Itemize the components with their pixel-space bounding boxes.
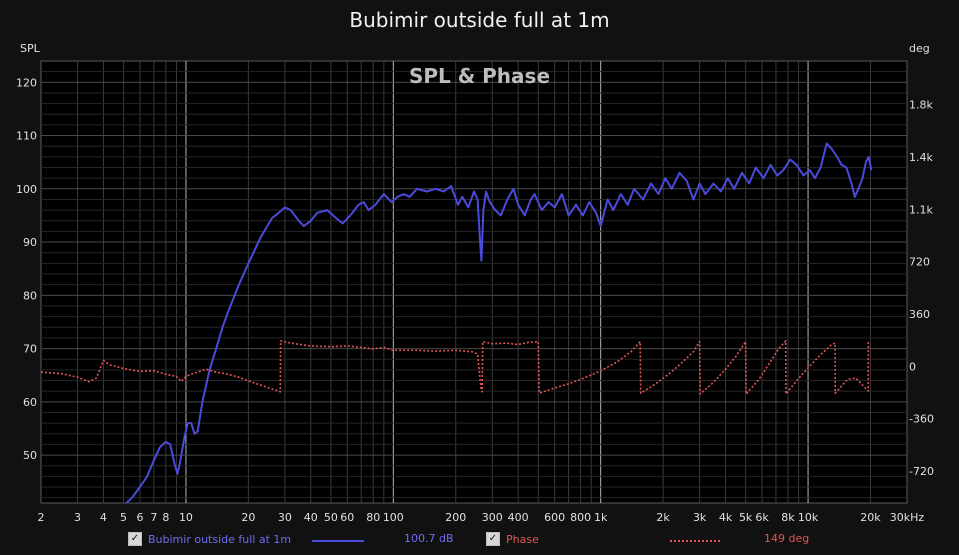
- plot-area: [40, 60, 908, 504]
- y-tick-label: 120: [16, 76, 37, 89]
- x-tick-label: 3k: [693, 511, 707, 524]
- y2-tick-label: 1.8k: [909, 99, 933, 112]
- y2-tick-label: 360: [909, 308, 930, 321]
- legend: ✓ Bubimir outside full at 1m 100.7 dB ✓ …: [0, 532, 959, 550]
- y2-tick-label: 1.1k: [909, 203, 933, 216]
- y-tick-label: 70: [23, 343, 37, 356]
- chart-title: Bubimir outside full at 1m: [349, 8, 610, 32]
- x-tick-label: 50: [324, 511, 338, 524]
- y2-tick-label: -360: [909, 413, 934, 426]
- x-tick-label: 80: [366, 511, 380, 524]
- x-tick-label: 30kHz: [890, 511, 925, 524]
- legend-phase-name: Phase: [506, 532, 539, 546]
- legend-spl-name: Bubimir outside full at 1m: [148, 532, 292, 546]
- x-tick-label: 2k: [656, 511, 670, 524]
- x-tick-label: 4k: [719, 511, 733, 524]
- phase-visibility-checkbox[interactable]: ✓: [486, 532, 500, 546]
- x-tick-label: 10: [179, 511, 193, 524]
- x-tick-label: 2: [38, 511, 45, 524]
- x-tick-label: 800: [570, 511, 591, 524]
- legend-item-spl[interactable]: ✓ Bubimir outside full at 1m: [128, 532, 291, 546]
- y2-tick-label: 0: [909, 360, 916, 373]
- phase-curve: [41, 340, 870, 395]
- x-tick-label: 8k: [781, 511, 795, 524]
- y2-tick-label: -720: [909, 465, 934, 478]
- y-axis-label: SPL: [20, 42, 40, 55]
- x-tick-label: 20k: [860, 511, 881, 524]
- x-tick-label: 40: [304, 511, 318, 524]
- legend-phase-swatch: [670, 540, 720, 542]
- x-tick-label: 6k: [755, 511, 769, 524]
- x-tick-label: 5k: [739, 511, 753, 524]
- y-tick-label: 60: [23, 396, 37, 409]
- y-tick-label: 90: [23, 236, 37, 249]
- x-tick-label: 200: [445, 511, 466, 524]
- y2-tick-label: 720: [909, 256, 930, 269]
- y2-axis-label: deg: [909, 42, 930, 55]
- x-tick-label: 10k: [798, 511, 819, 524]
- legend-item-phase[interactable]: ✓ Phase: [486, 532, 539, 546]
- y-tick-label: 50: [23, 449, 37, 462]
- x-tick-label: 7: [150, 511, 157, 524]
- x-tick-label: 1k: [594, 511, 608, 524]
- legend-phase-value: 149 deg: [764, 532, 810, 545]
- x-tick-label: 60: [340, 511, 354, 524]
- x-tick-label: 5: [120, 511, 127, 524]
- y-tick-label: 80: [23, 289, 37, 302]
- x-tick-label: 4: [100, 511, 107, 524]
- x-tick-label: 6: [136, 511, 143, 524]
- chart-subtitle: SPL & Phase: [408, 64, 551, 88]
- x-tick-label: 3: [74, 511, 81, 524]
- x-tick-label: 30: [278, 511, 292, 524]
- legend-spl-value: 100.7 dB: [404, 532, 454, 545]
- y-tick-label: 110: [16, 130, 37, 143]
- x-tick-label: 300: [482, 511, 503, 524]
- x-tick-label: 100: [383, 511, 404, 524]
- x-tick-label: 400: [508, 511, 529, 524]
- y-tick-label: 100: [16, 183, 37, 196]
- x-tick-label: 8: [162, 511, 169, 524]
- y2-tick-label: 1.4k: [909, 151, 933, 164]
- x-tick-label: 600: [544, 511, 565, 524]
- legend-spl-swatch: [312, 540, 364, 542]
- spl-visibility-checkbox[interactable]: ✓: [128, 532, 142, 546]
- x-tick-label: 20: [241, 511, 255, 524]
- spl-curve: [124, 142, 873, 503]
